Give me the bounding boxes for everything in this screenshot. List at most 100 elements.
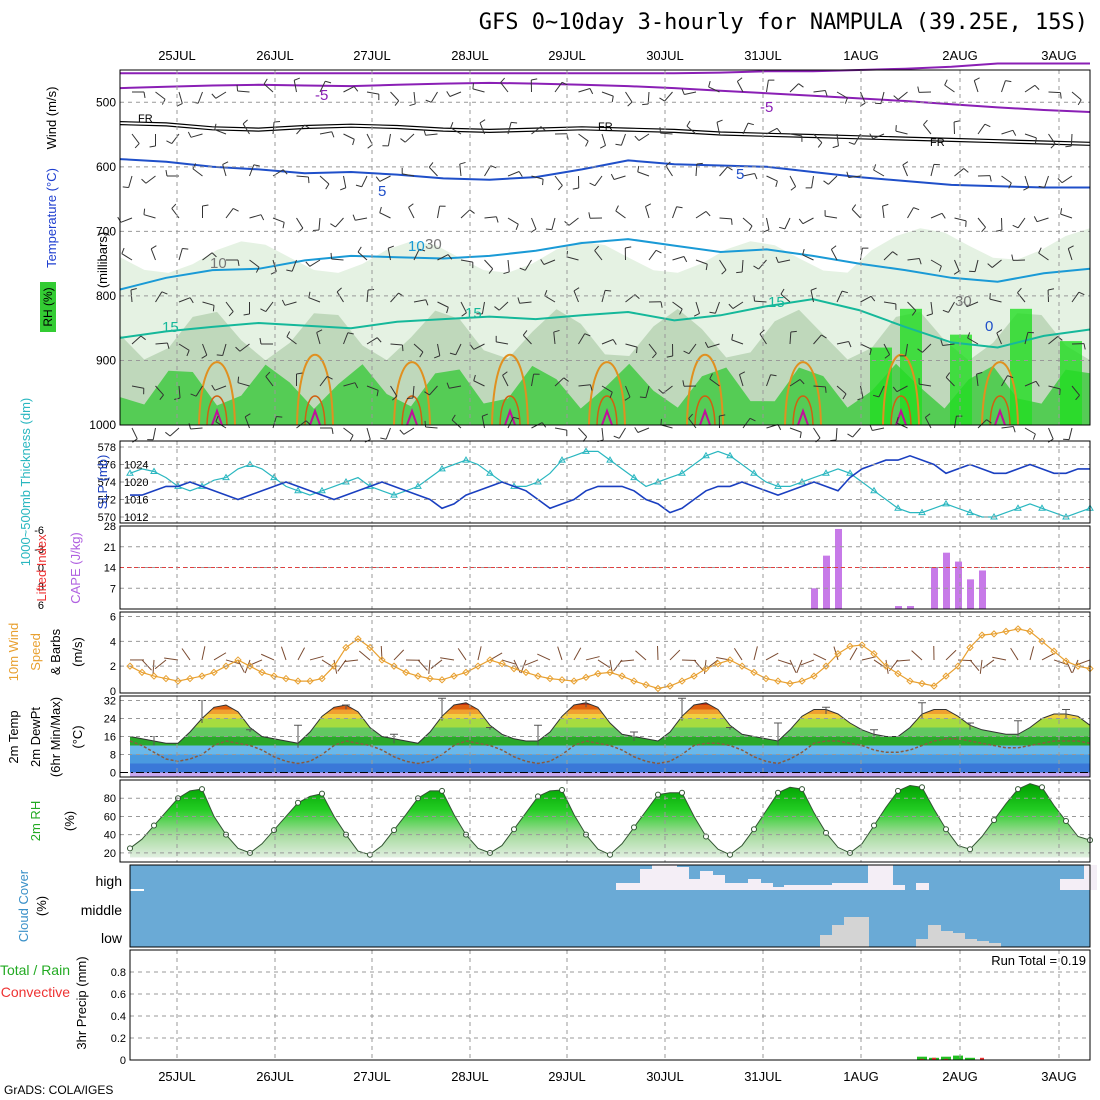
wind-barb	[272, 122, 275, 135]
wind-barb	[551, 217, 556, 230]
wind-speed-marker	[702, 664, 710, 673]
bottom-date-label: 2AUG	[942, 1069, 977, 1084]
thickness-tick-label: 578	[98, 442, 116, 454]
top-date-label: 29JUL	[548, 48, 586, 63]
wind-speed-marker	[318, 674, 326, 683]
rh-marker	[1015, 786, 1021, 793]
thickness-marker	[294, 486, 302, 494]
wind-barb-flag	[679, 308, 683, 315]
cloud-edge	[130, 889, 144, 891]
wind-barb-flag	[522, 330, 528, 336]
thickness-marker	[822, 469, 830, 476]
wind-barb	[202, 343, 208, 356]
wind-barb	[484, 165, 492, 177]
wind-barb-flag	[235, 346, 241, 352]
rh-marker	[679, 789, 685, 796]
temp-contour-30	[211, 408, 223, 426]
wind-barb	[648, 343, 657, 354]
temp-contour-30	[699, 408, 711, 426]
temp-contour-25	[890, 395, 912, 426]
wind-barb	[500, 82, 509, 93]
wind-barb-flag	[419, 248, 426, 252]
wind-barb	[408, 207, 415, 219]
contour-label: 15	[465, 305, 482, 322]
top-date-label: 2AUG	[942, 48, 977, 63]
high-cloud-bar	[1072, 879, 1085, 890]
wind-barb	[459, 164, 462, 177]
wind-barb	[766, 127, 778, 135]
footer-credit: GrADS: COLA/IGES	[4, 1083, 114, 1097]
wind-barb	[429, 385, 438, 396]
thickness-marker	[966, 508, 974, 516]
contour-label: 30	[425, 236, 442, 253]
wind-barb	[413, 299, 426, 303]
li-tick-label: 3	[38, 581, 44, 593]
wind-barb	[460, 301, 467, 313]
wind-barb	[708, 86, 720, 93]
wind-barb	[343, 427, 354, 436]
wind-barb-flag	[1065, 145, 1072, 148]
wind-barb-flag	[451, 414, 456, 421]
wind-barb	[789, 133, 802, 137]
wind-barb	[460, 259, 473, 263]
wind-barb-flag	[585, 140, 589, 147]
temp-contour-30	[309, 408, 321, 426]
wind-barb-flag	[1011, 254, 1014, 261]
wind-speed-marker	[246, 662, 254, 670]
wind-barb	[597, 659, 611, 668]
wind-barb-flag	[823, 180, 829, 185]
wind-speed-marker	[666, 682, 674, 690]
thickness-tick-label: 570	[98, 512, 116, 524]
contour-label: FR	[930, 137, 945, 149]
wind-barb-flag	[242, 119, 248, 125]
thickness-marker	[726, 451, 734, 459]
temp-contour-20	[784, 361, 822, 426]
wind-barb-flag	[380, 437, 387, 440]
wind-barb	[907, 207, 914, 219]
wind-barb	[402, 173, 415, 177]
wind-barb	[366, 290, 369, 303]
wind-barb	[907, 301, 917, 311]
wind-barb	[665, 165, 673, 177]
rh-marker	[751, 826, 757, 833]
wind-barb-flag	[1008, 182, 1012, 189]
wind-barb-flag	[987, 263, 993, 268]
wind-barb	[948, 301, 955, 313]
wind-barb-flag	[305, 261, 311, 267]
wind-barb-flag	[189, 297, 194, 304]
wind-speed-marker	[750, 668, 758, 677]
wind-speed-marker	[138, 668, 146, 677]
wind-speed-marker	[294, 677, 302, 685]
wind-barb	[578, 427, 588, 438]
wind-barb	[802, 254, 814, 261]
high-cloud-bar	[892, 885, 905, 890]
wind-speed-marker	[882, 662, 890, 670]
precip-axis-label: 3hr Precip (mm)	[74, 956, 89, 1049]
wind-barb	[192, 168, 203, 177]
wind-barb-flag	[166, 140, 173, 145]
wind-barb	[989, 298, 1002, 303]
wind-barb-flag	[665, 161, 671, 167]
wind-barb	[578, 88, 591, 93]
temp-contour-30	[601, 408, 613, 426]
wind-barb-flag	[613, 435, 620, 439]
wind-barb-flag	[798, 218, 804, 224]
low-cloud-bar	[844, 917, 857, 947]
wind-speed-marker	[834, 650, 842, 658]
wind-barb	[155, 385, 164, 396]
wind-barb-flag	[1077, 99, 1082, 106]
wind-barb-flag	[141, 178, 147, 184]
wind-barb-flag	[844, 97, 848, 104]
bottom-date-label: 26JUL	[256, 1069, 294, 1084]
wind-barb-flag	[449, 352, 456, 356]
wind-speed-marker	[594, 669, 602, 678]
wind-barb-flag	[841, 290, 848, 294]
wind-barb-flag	[625, 246, 632, 249]
wind-barb-flag	[394, 100, 400, 106]
wind-barb	[930, 259, 942, 267]
wind-barb-flag	[655, 249, 662, 254]
wind-barb	[919, 383, 932, 387]
wind-barb	[669, 649, 681, 661]
wind-barb-flag	[1038, 185, 1045, 188]
wind-barb	[944, 84, 955, 93]
